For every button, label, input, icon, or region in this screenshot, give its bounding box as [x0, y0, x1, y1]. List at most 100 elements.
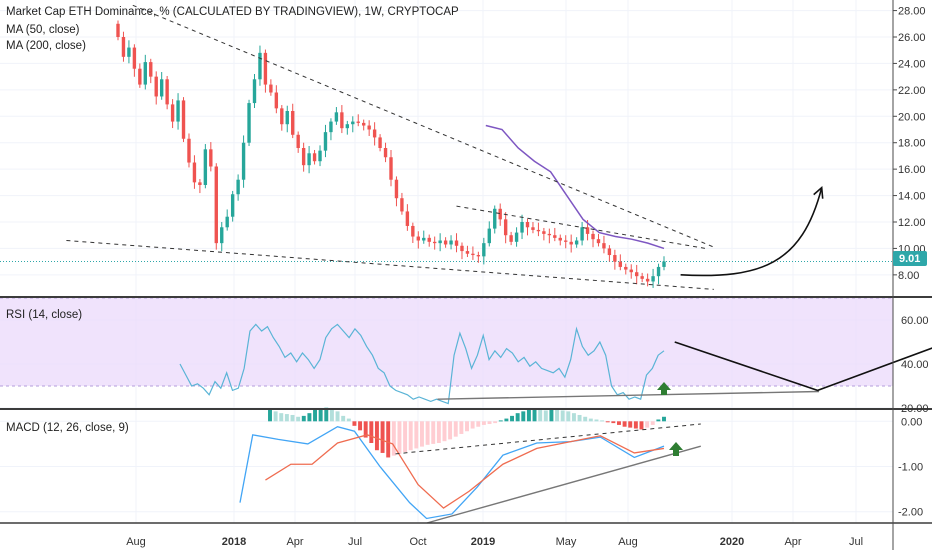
time-tick-label: Jul: [348, 536, 362, 548]
candle-body: [340, 112, 344, 129]
rsi-group: [179, 323, 820, 405]
candle-body: [482, 243, 486, 257]
macd-signal-line: [265, 434, 665, 509]
candle-body: [498, 208, 502, 220]
time-tick-label: Aug: [126, 536, 146, 548]
macd-histogram-bar: [301, 415, 306, 422]
price-tick-label: 20.00: [898, 111, 926, 123]
candle-body: [296, 134, 300, 148]
candle-body: [547, 233, 552, 236]
macd-histogram-bar: [617, 421, 621, 425]
candle-body: [198, 182, 202, 185]
macd-histogram-bar: [588, 418, 593, 422]
macd-histogram-bar: [639, 421, 644, 430]
candle-body: [465, 251, 470, 254]
time-tick-label: May: [556, 536, 577, 548]
candle-body: [301, 148, 306, 166]
candle-body: [323, 132, 328, 151]
candle-body: [493, 208, 497, 229]
candle-body: [564, 240, 568, 242]
macd-histogram-bar: [571, 413, 576, 422]
price-dashed-trendline: [456, 205, 706, 249]
candlesticks: [116, 20, 666, 288]
macd-histogram-bar: [442, 421, 447, 442]
macd-histogram-bar: [628, 421, 633, 428]
candle-body: [149, 62, 153, 77]
candle-body: [165, 79, 169, 105]
macd-histogram-bar: [493, 421, 498, 424]
macd-histogram-bar: [605, 421, 610, 423]
candle-body: [520, 222, 524, 233]
candle-body: [591, 233, 595, 240]
macd-histogram-bar: [436, 421, 441, 443]
candle-body: [214, 166, 218, 244]
candle-body: [356, 121, 360, 123]
macd-histogram-bar: [498, 420, 503, 422]
candle-body: [531, 227, 535, 230]
candle-body: [220, 227, 224, 244]
candle-body: [241, 142, 246, 180]
rsi-band: [0, 297, 893, 387]
price-projection-curve: [680, 187, 823, 277]
candle-body: [225, 216, 229, 228]
candle-body: [121, 37, 126, 57]
macd-histogram-bar: [318, 408, 323, 422]
candle-body: [449, 240, 453, 245]
macd-histogram-bar: [431, 421, 436, 444]
macd-histogram-bar: [577, 414, 582, 422]
price-projection-arrowhead: [813, 186, 824, 199]
price-tick-label: 18.00: [898, 138, 926, 150]
macd-histogram-bar: [543, 410, 548, 422]
candle-body: [203, 149, 208, 185]
candle-body: [514, 232, 519, 242]
candle-body: [127, 47, 131, 57]
candle-body: [558, 237, 562, 241]
macd-histogram-bar: [532, 408, 537, 422]
candle-body: [635, 272, 639, 277]
candle-body: [143, 62, 147, 85]
macd-histogram-bar: [329, 409, 334, 422]
macd-histogram-bar: [414, 421, 419, 449]
macd-histogram-bar: [403, 421, 408, 453]
macd-histogram-bar: [594, 419, 599, 422]
rsi-support-line: [437, 390, 820, 400]
candle-body: [318, 150, 322, 162]
macd-histogram-bar: [346, 418, 351, 422]
candle-body: [645, 278, 650, 282]
candle-body: [438, 240, 442, 244]
candle-body: [580, 227, 584, 241]
candle-body: [383, 148, 388, 158]
macd-histogram-bar: [656, 419, 661, 422]
macd-histogram-bar: [386, 421, 391, 458]
candle-body: [427, 237, 431, 242]
candle-body: [252, 79, 257, 104]
macd-histogram-bar: [521, 411, 526, 422]
candle-body: [624, 266, 628, 270]
macd-histogram-bar: [622, 421, 627, 427]
candle-body: [307, 153, 311, 166]
candle-body: [236, 179, 240, 195]
price-tick-label: 12.00: [898, 217, 926, 229]
candle-body: [525, 222, 530, 228]
time-tick-label: Apr: [784, 536, 801, 548]
macd-histogram-bar: [420, 421, 424, 447]
macd-histogram-bar: [515, 413, 520, 422]
candle-body: [460, 245, 464, 252]
candle-body: [596, 239, 601, 244]
candle-body: [471, 253, 475, 256]
ma200-legend: MA (200, close): [6, 40, 86, 52]
ma50-group: [485, 124, 665, 250]
macd-tick-label: -2.00: [898, 507, 923, 519]
candle-body: [542, 231, 546, 234]
price-tick-label: 26.00: [898, 32, 926, 44]
candle-body: [618, 261, 623, 267]
candle-body: [187, 138, 191, 163]
macd-histogram-bar: [408, 421, 413, 451]
macd-histogram-bar: [549, 408, 554, 422]
price-tick-label: 28.00: [898, 6, 926, 18]
macd-histogram-bar: [284, 414, 289, 422]
projection-arrows: [657, 186, 932, 456]
candle-body: [378, 137, 382, 148]
macd-legend: MACD (12, 26, close, 9): [6, 422, 129, 434]
